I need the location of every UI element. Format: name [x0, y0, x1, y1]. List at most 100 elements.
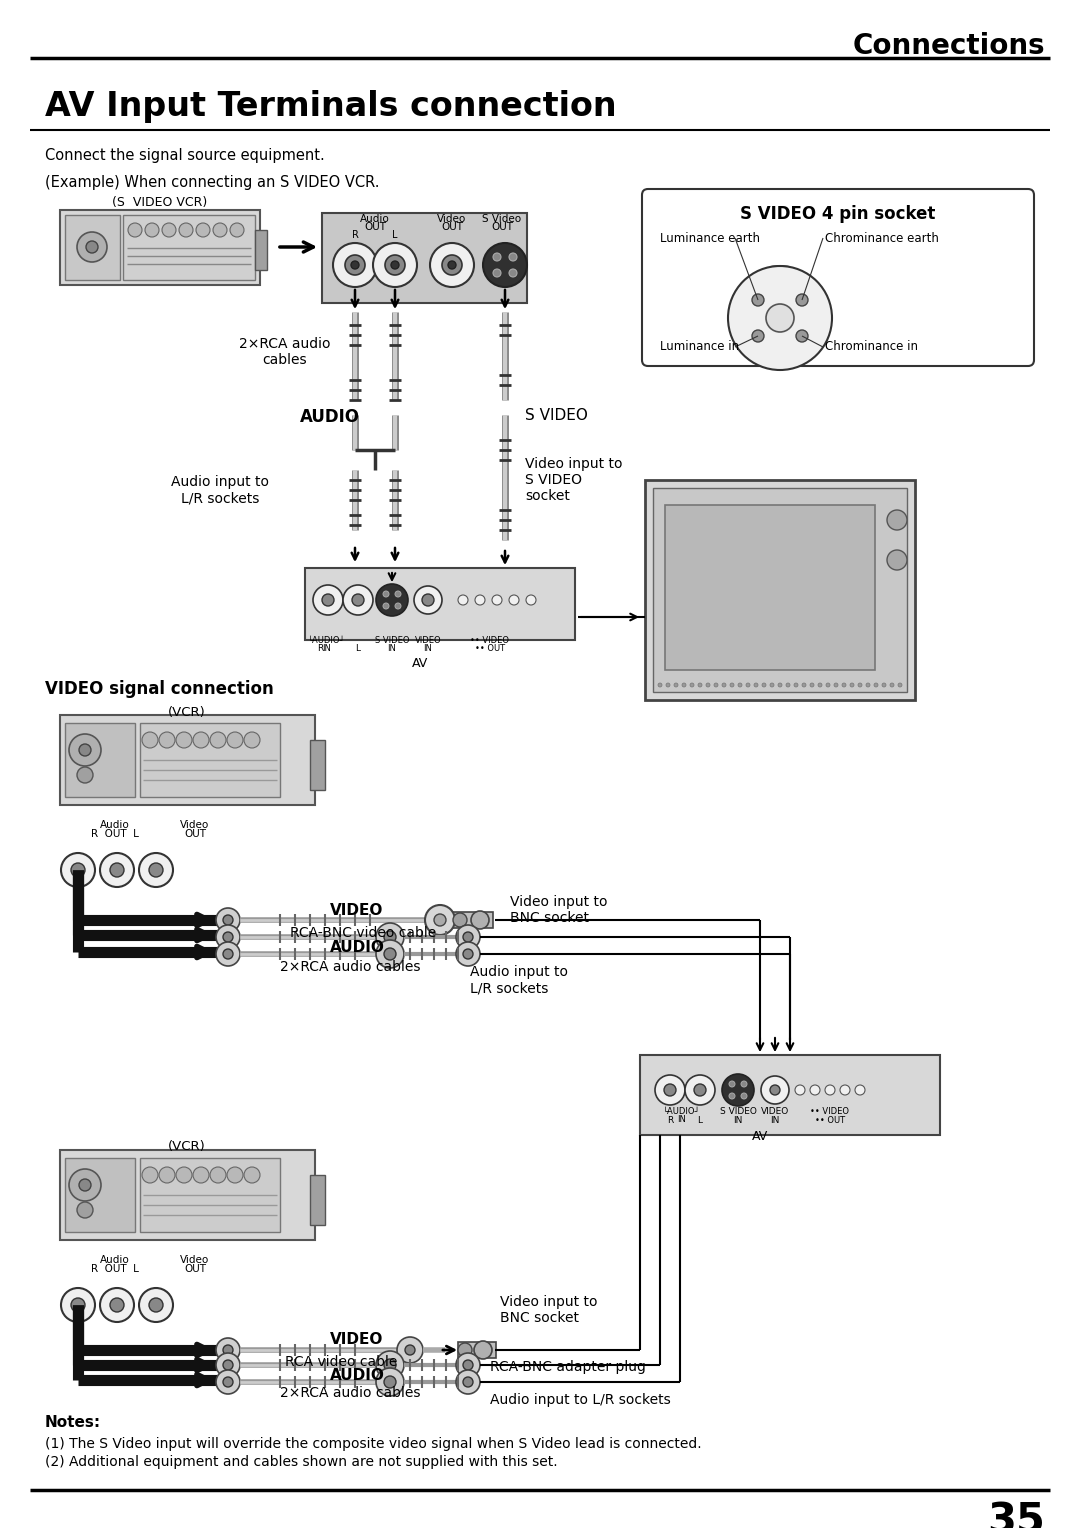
Circle shape [77, 232, 107, 261]
Circle shape [890, 683, 894, 688]
Circle shape [778, 683, 782, 688]
Circle shape [149, 1297, 163, 1313]
Circle shape [840, 1085, 850, 1096]
Circle shape [216, 941, 240, 966]
Bar [60, 209, 260, 286]
Text: •• VIDEO: •• VIDEO [471, 636, 510, 645]
Bar [665, 504, 875, 669]
Circle shape [674, 683, 678, 688]
Circle shape [866, 683, 870, 688]
Circle shape [666, 683, 670, 688]
Circle shape [754, 683, 758, 688]
Circle shape [810, 683, 814, 688]
Circle shape [139, 1288, 173, 1322]
Text: 2×RCA audio cables: 2×RCA audio cables [280, 960, 420, 973]
Circle shape [162, 223, 176, 237]
Circle shape [145, 223, 159, 237]
Bar [458, 1342, 496, 1358]
Bar [60, 1151, 315, 1241]
Circle shape [770, 683, 774, 688]
Text: R  OUT  L: R OUT L [91, 1264, 139, 1274]
Text: OUT: OUT [364, 222, 386, 232]
Text: RCA-BNC adapter plug: RCA-BNC adapter plug [490, 1360, 646, 1374]
Text: └AUDIO┘: └AUDIO┘ [663, 1106, 701, 1115]
Text: 2×RCA audio
cables: 2×RCA audio cables [240, 336, 330, 367]
Text: AUDIO: AUDIO [330, 1368, 384, 1383]
Circle shape [426, 905, 455, 935]
Text: Video input to
S VIDEO
socket: Video input to S VIDEO socket [525, 457, 622, 503]
Circle shape [685, 1076, 715, 1105]
Text: VIDEO: VIDEO [330, 1332, 383, 1348]
Circle shape [834, 683, 838, 688]
Circle shape [730, 683, 734, 688]
Circle shape [159, 732, 175, 749]
Circle shape [492, 594, 502, 605]
Circle shape [463, 1377, 473, 1387]
Circle shape [69, 733, 102, 766]
Text: IN: IN [388, 643, 396, 652]
Bar [123, 215, 255, 280]
Text: OUT: OUT [184, 830, 206, 839]
Circle shape [222, 949, 233, 960]
Circle shape [463, 1360, 473, 1371]
Text: Audio input to L/R sockets: Audio input to L/R sockets [490, 1394, 671, 1407]
Circle shape [698, 683, 702, 688]
Text: 2×RCA audio cables: 2×RCA audio cables [280, 1386, 420, 1400]
Text: AV Input Terminals connection: AV Input Terminals connection [45, 90, 617, 122]
Circle shape [222, 932, 233, 941]
Text: AV: AV [411, 657, 428, 669]
Bar [255, 231, 267, 270]
Circle shape [786, 683, 789, 688]
Circle shape [509, 594, 519, 605]
Circle shape [471, 911, 489, 929]
Circle shape [741, 1080, 747, 1086]
Text: •• VIDEO: •• VIDEO [810, 1106, 850, 1115]
Circle shape [227, 732, 243, 749]
Text: IN: IN [733, 1115, 743, 1125]
Text: R: R [316, 643, 323, 652]
Circle shape [129, 223, 141, 237]
Circle shape [230, 223, 244, 237]
Text: Audio input to
L/R sockets: Audio input to L/R sockets [171, 475, 269, 506]
Circle shape [456, 1352, 480, 1377]
Circle shape [654, 1076, 685, 1105]
Circle shape [723, 1074, 754, 1106]
Circle shape [376, 1368, 404, 1397]
Circle shape [322, 594, 334, 607]
Circle shape [141, 732, 158, 749]
Circle shape [345, 255, 365, 275]
Circle shape [110, 1297, 124, 1313]
Text: └AUDIO┘: └AUDIO┘ [308, 636, 346, 645]
Text: Audio: Audio [100, 821, 130, 830]
Circle shape [741, 1093, 747, 1099]
Bar [322, 212, 527, 303]
Circle shape [882, 683, 886, 688]
Text: AUDIO: AUDIO [330, 940, 384, 955]
Circle shape [222, 1345, 233, 1355]
Circle shape [762, 683, 766, 688]
Circle shape [434, 914, 446, 926]
Circle shape [384, 931, 396, 943]
Text: RCA-BNC video cable: RCA-BNC video cable [291, 926, 436, 940]
Circle shape [681, 683, 686, 688]
Text: Audio: Audio [100, 1254, 130, 1265]
Text: IN: IN [677, 1115, 687, 1125]
Text: Luminance in: Luminance in [660, 341, 739, 353]
Text: •• OUT: •• OUT [815, 1115, 845, 1125]
Circle shape [222, 1377, 233, 1387]
Circle shape [802, 683, 806, 688]
Bar [60, 715, 315, 805]
Text: OUT: OUT [184, 1264, 206, 1274]
Bar [140, 1158, 280, 1232]
Circle shape [770, 1085, 780, 1096]
Circle shape [176, 732, 192, 749]
Circle shape [794, 683, 798, 688]
Text: OUT: OUT [491, 222, 513, 232]
Circle shape [746, 683, 750, 688]
Text: 35: 35 [987, 1500, 1045, 1528]
Circle shape [352, 594, 364, 607]
Text: Chrominance earth: Chrominance earth [825, 232, 939, 244]
Circle shape [216, 924, 240, 949]
Text: (Example) When connecting an S VIDEO VCR.: (Example) When connecting an S VIDEO VCR… [45, 176, 379, 189]
Circle shape [448, 261, 456, 269]
